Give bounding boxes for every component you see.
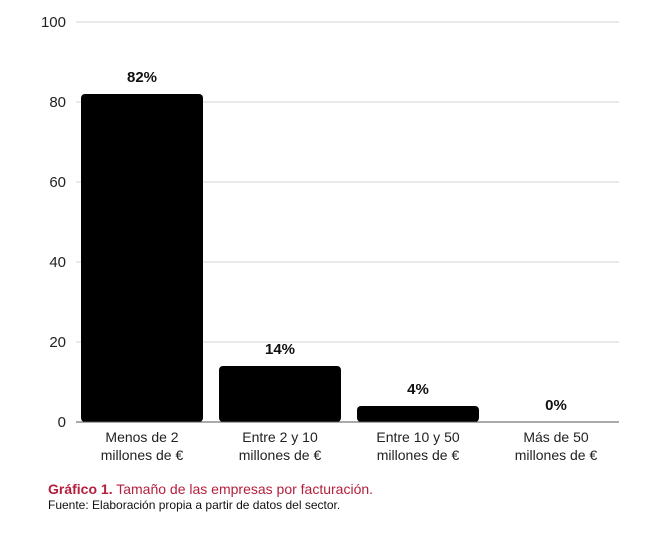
y-axis-tick-labels: 0 20 40 60 80 100 xyxy=(41,14,66,431)
bar-2 xyxy=(357,406,479,422)
y-tick-label: 80 xyxy=(49,94,66,111)
caption-figure-number: Gráfico 1. xyxy=(48,481,113,497)
y-tick-label: 100 xyxy=(41,14,66,31)
bars xyxy=(81,94,479,422)
x-tick-label: Entre 2 y 10 xyxy=(242,429,318,445)
data-label: 82% xyxy=(127,69,157,86)
data-label: 0% xyxy=(545,397,567,414)
data-labels: 82% 14% 4% 0% xyxy=(127,69,567,414)
x-tick-label: millones de € xyxy=(239,447,322,463)
x-tick-label: Más de 50 xyxy=(523,429,589,445)
x-tick-label: Entre 10 y 50 xyxy=(376,429,459,445)
x-tick-label: Menos de 2 xyxy=(105,429,178,445)
caption-source: Fuente: Elaboración propia a partir de d… xyxy=(48,498,341,512)
caption-line: Gráfico 1. Tamaño de las empresas por fa… xyxy=(48,481,648,498)
figure-caption: Gráfico 1. Tamaño de las empresas por fa… xyxy=(48,481,648,513)
x-tick-label: millones de € xyxy=(377,447,460,463)
bar-0 xyxy=(81,94,203,422)
x-axis-category-labels: Menos de 2 millones de € Entre 2 y 10 millo… xyxy=(101,429,598,463)
x-tick-label: millones de € xyxy=(515,447,598,463)
y-tick-label: 60 xyxy=(49,174,66,191)
data-label: 4% xyxy=(407,381,429,398)
bar-1 xyxy=(219,366,341,422)
y-tick-label: 40 xyxy=(49,254,66,271)
data-label: 14% xyxy=(265,341,295,358)
y-tick-label: 20 xyxy=(49,334,66,351)
x-tick-label: millones de € xyxy=(101,447,184,463)
caption-title: Tamaño de las empresas por facturación. xyxy=(112,481,374,497)
y-tick-label: 0 xyxy=(58,414,66,431)
